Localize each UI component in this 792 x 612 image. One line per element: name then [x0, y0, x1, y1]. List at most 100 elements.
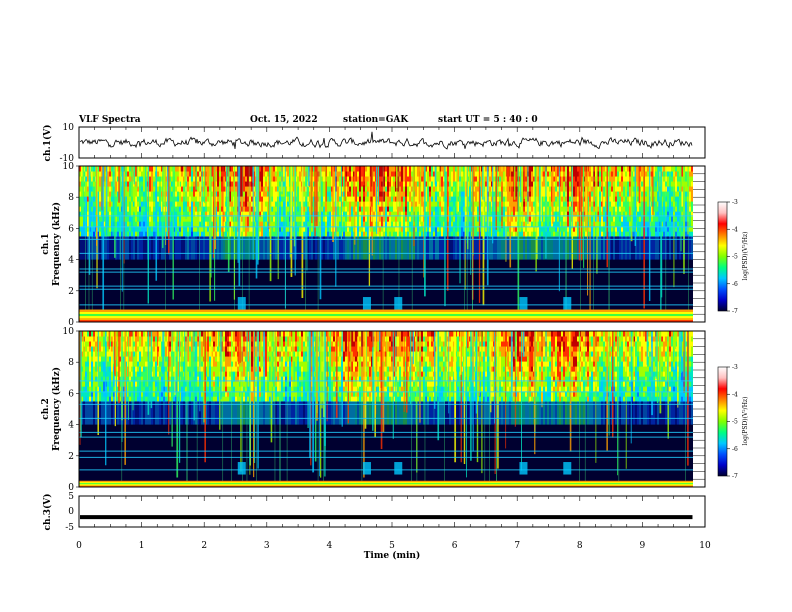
spec-cell — [415, 221, 417, 227]
spec-cell — [323, 196, 325, 202]
ch1-panel: 10 -10 ch.1(V) — [42, 123, 706, 164]
spec-cell — [527, 231, 529, 237]
spec-cell — [357, 231, 359, 237]
spec-cell — [469, 231, 471, 237]
spec-cell — [345, 236, 347, 260]
spec-cell — [429, 231, 431, 237]
spec-cell — [499, 206, 501, 212]
spec-cell — [249, 226, 251, 232]
spec-cell — [613, 231, 615, 237]
spec-cell — [475, 236, 477, 260]
spec-cell — [149, 166, 151, 172]
spec-cell — [553, 211, 555, 217]
spec-cell — [109, 221, 111, 227]
spec-cell — [229, 211, 231, 217]
spec-cell — [451, 166, 453, 172]
spec-cell — [603, 176, 605, 182]
spec-cell — [613, 216, 615, 222]
spec-cell — [219, 176, 221, 182]
spec-cell — [163, 231, 165, 237]
spec-cell — [349, 206, 351, 212]
spec-cell — [347, 211, 349, 217]
spec-cell — [403, 201, 405, 207]
spec-cell — [561, 211, 563, 217]
spec-cell — [373, 201, 375, 207]
spec-cell — [85, 176, 87, 182]
spec-cell — [475, 226, 477, 232]
spec-cell — [171, 176, 173, 182]
spec-cell — [109, 231, 111, 237]
spec-cell — [245, 206, 247, 212]
spec-cell — [329, 216, 331, 222]
spec-cell — [691, 176, 693, 182]
spec-cell — [399, 191, 401, 197]
spec-cell — [231, 186, 233, 192]
spec-cell — [137, 171, 139, 177]
spec-cell — [489, 171, 491, 177]
spec-cell — [559, 236, 561, 260]
spec-cell — [599, 206, 601, 212]
spec-cell — [381, 186, 383, 192]
spec-cell — [263, 221, 265, 227]
spec-cell — [493, 236, 495, 260]
spec-cell — [469, 176, 471, 182]
spec-cell — [79, 236, 81, 260]
spec-cell — [641, 236, 643, 260]
spec-cell — [351, 216, 353, 222]
spec-cell — [343, 226, 345, 232]
spec-cell — [619, 226, 621, 232]
spec-cell — [267, 196, 269, 202]
spec-cell — [475, 176, 477, 182]
spec-cell — [465, 236, 467, 260]
spec-cell — [133, 201, 135, 207]
spec-cell — [177, 186, 179, 192]
spec-cell — [353, 196, 355, 202]
spec-cell — [303, 186, 305, 192]
spec-cell — [171, 211, 173, 217]
spec-cell — [575, 211, 577, 217]
spec-cell — [619, 206, 621, 212]
spec-cell — [473, 176, 475, 182]
spec-cell — [577, 221, 579, 227]
spec-cell — [221, 226, 223, 232]
spec-cell — [615, 216, 617, 222]
spec-cell — [287, 171, 289, 177]
spec-cell — [389, 181, 391, 187]
spec-cell — [457, 176, 459, 182]
spec-cell — [191, 181, 193, 187]
spec-cell — [691, 181, 693, 187]
spec-cell — [221, 236, 223, 260]
spec-cell — [591, 231, 593, 237]
spec-cell — [453, 176, 455, 182]
spec-cell — [159, 236, 161, 260]
spec-cell — [445, 221, 447, 227]
spec-cell — [463, 166, 465, 172]
spec-cell — [131, 201, 133, 207]
spec-cell — [115, 176, 117, 182]
spec-cell — [429, 236, 431, 260]
spec-cell — [651, 181, 653, 187]
spec-cell — [267, 186, 269, 192]
spec-cell — [111, 226, 113, 232]
spec-cell — [493, 181, 495, 187]
spec-cell — [435, 236, 437, 260]
spec-cell — [331, 166, 333, 172]
spec-cell — [569, 221, 571, 227]
spec-cell — [441, 206, 443, 212]
spec-cell — [659, 221, 661, 227]
spec-cell — [265, 186, 267, 192]
spec-cell — [621, 206, 623, 212]
spec-cell — [559, 201, 561, 207]
spec-cell — [427, 231, 429, 237]
figure-title: VLF Spectra — [78, 115, 141, 125]
spec-cell — [153, 211, 155, 217]
spec-cell — [139, 176, 141, 182]
spec-cell — [615, 196, 617, 202]
spec-cell — [489, 186, 491, 192]
spec-cell — [681, 216, 683, 222]
spec-cell — [537, 171, 539, 177]
spec-cell — [383, 226, 385, 232]
spec-cell — [79, 196, 81, 202]
spec-cell — [345, 201, 347, 207]
spec-cell — [405, 191, 407, 197]
